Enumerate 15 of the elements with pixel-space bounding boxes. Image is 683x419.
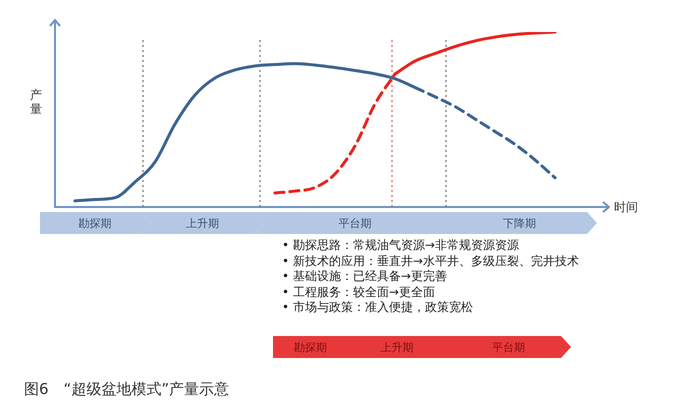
text: • 新技术的应用：垂直井→水平井、多级压裂、完井技术 xyxy=(282,254,579,269)
text: 勘探期 xyxy=(273,336,348,358)
text: 平台期 xyxy=(446,336,571,358)
text: 下降期 xyxy=(442,212,597,234)
text: 勘探期 xyxy=(40,212,150,234)
text: 上升期 xyxy=(336,336,458,358)
text: • 工程服务：较全面→更全面 xyxy=(282,284,436,300)
text: • 基础设施：已经具备→更完善 xyxy=(282,269,448,284)
text: • 勘探思路：常规油气资源→非常规资源资源 xyxy=(282,238,520,254)
text: 图6 “超级盆地模式”产量示意 xyxy=(24,380,230,399)
text: • 市场与政策：准入便捷，政策宽松 xyxy=(282,300,474,316)
x-axis-title: 时间 xyxy=(614,199,638,216)
text: 上升期 xyxy=(140,212,265,234)
y-axis-title: 产量 xyxy=(30,88,43,116)
text: 平台期 xyxy=(255,212,455,234)
